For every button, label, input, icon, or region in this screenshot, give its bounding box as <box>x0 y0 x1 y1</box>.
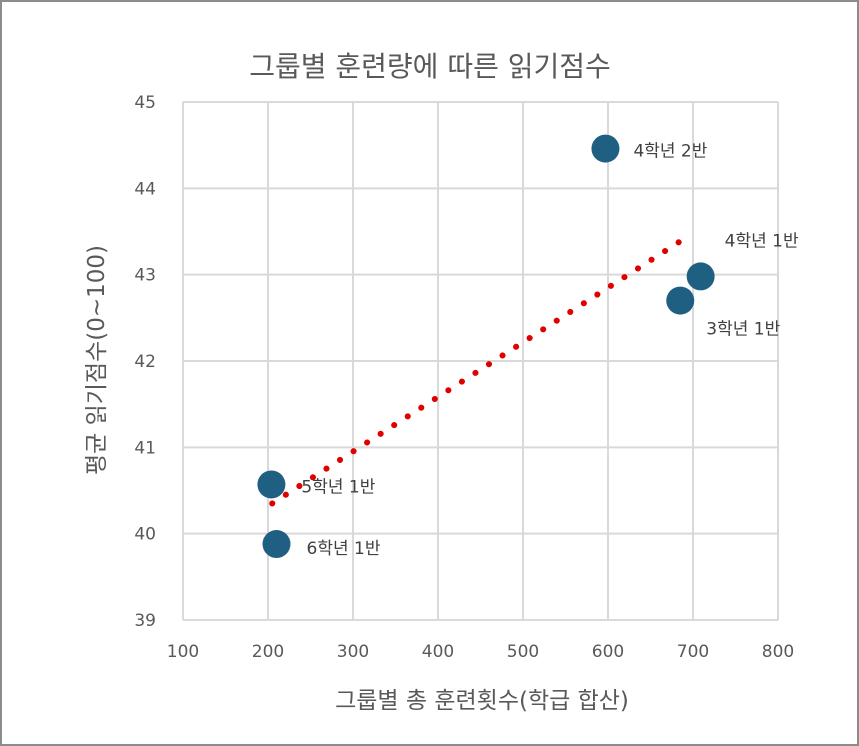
x-tick-label: 300 <box>337 642 369 662</box>
y-axis-title: 평균 읽기점수(0~100) <box>84 245 110 475</box>
x-tick-label: 700 <box>677 642 709 662</box>
data-point <box>257 470 286 499</box>
data-point <box>666 286 695 315</box>
point-label: 6학년 1반 <box>307 539 381 559</box>
point-labels: 4학년 2반 4학년 1반 3학년 1반 5학년 1반 6학년 1반 <box>301 142 799 559</box>
y-tick-label: 42 <box>134 352 156 372</box>
y-tick-label: 43 <box>134 266 156 286</box>
data-point <box>686 262 715 291</box>
x-axis-title: 그룹별 총 훈련횟수(학급 합산) <box>335 688 629 714</box>
x-tick-label: 100 <box>167 642 199 662</box>
x-tick-label: 200 <box>252 642 284 662</box>
x-tick-label: 600 <box>592 642 624 662</box>
tick-labels: 100 200 300 400 500 600 700 800 39 40 41 42 43 44 45 <box>134 93 794 662</box>
point-label: 3학년 1반 <box>706 320 780 340</box>
y-tick-label: 45 <box>134 93 156 113</box>
data-point <box>591 134 620 163</box>
y-tick-label: 39 <box>134 611 156 631</box>
y-tick-label: 40 <box>134 525 156 545</box>
y-tick-label: 44 <box>134 179 156 199</box>
trendline-path <box>269 232 692 507</box>
x-tick-label: 500 <box>507 642 539 662</box>
point-label: 4학년 1반 <box>725 231 799 251</box>
trendline <box>269 232 692 507</box>
x-tick-label: 400 <box>422 642 454 662</box>
x-tick-label: 800 <box>762 642 794 662</box>
y-tick-label: 41 <box>134 438 156 458</box>
data-point <box>262 530 291 559</box>
data-points <box>257 134 715 559</box>
chart-title: 그룹별 훈련량에 따른 읽기점수 <box>249 50 611 83</box>
point-label: 4학년 2반 <box>633 142 707 162</box>
point-label: 5학년 1반 <box>301 477 375 497</box>
